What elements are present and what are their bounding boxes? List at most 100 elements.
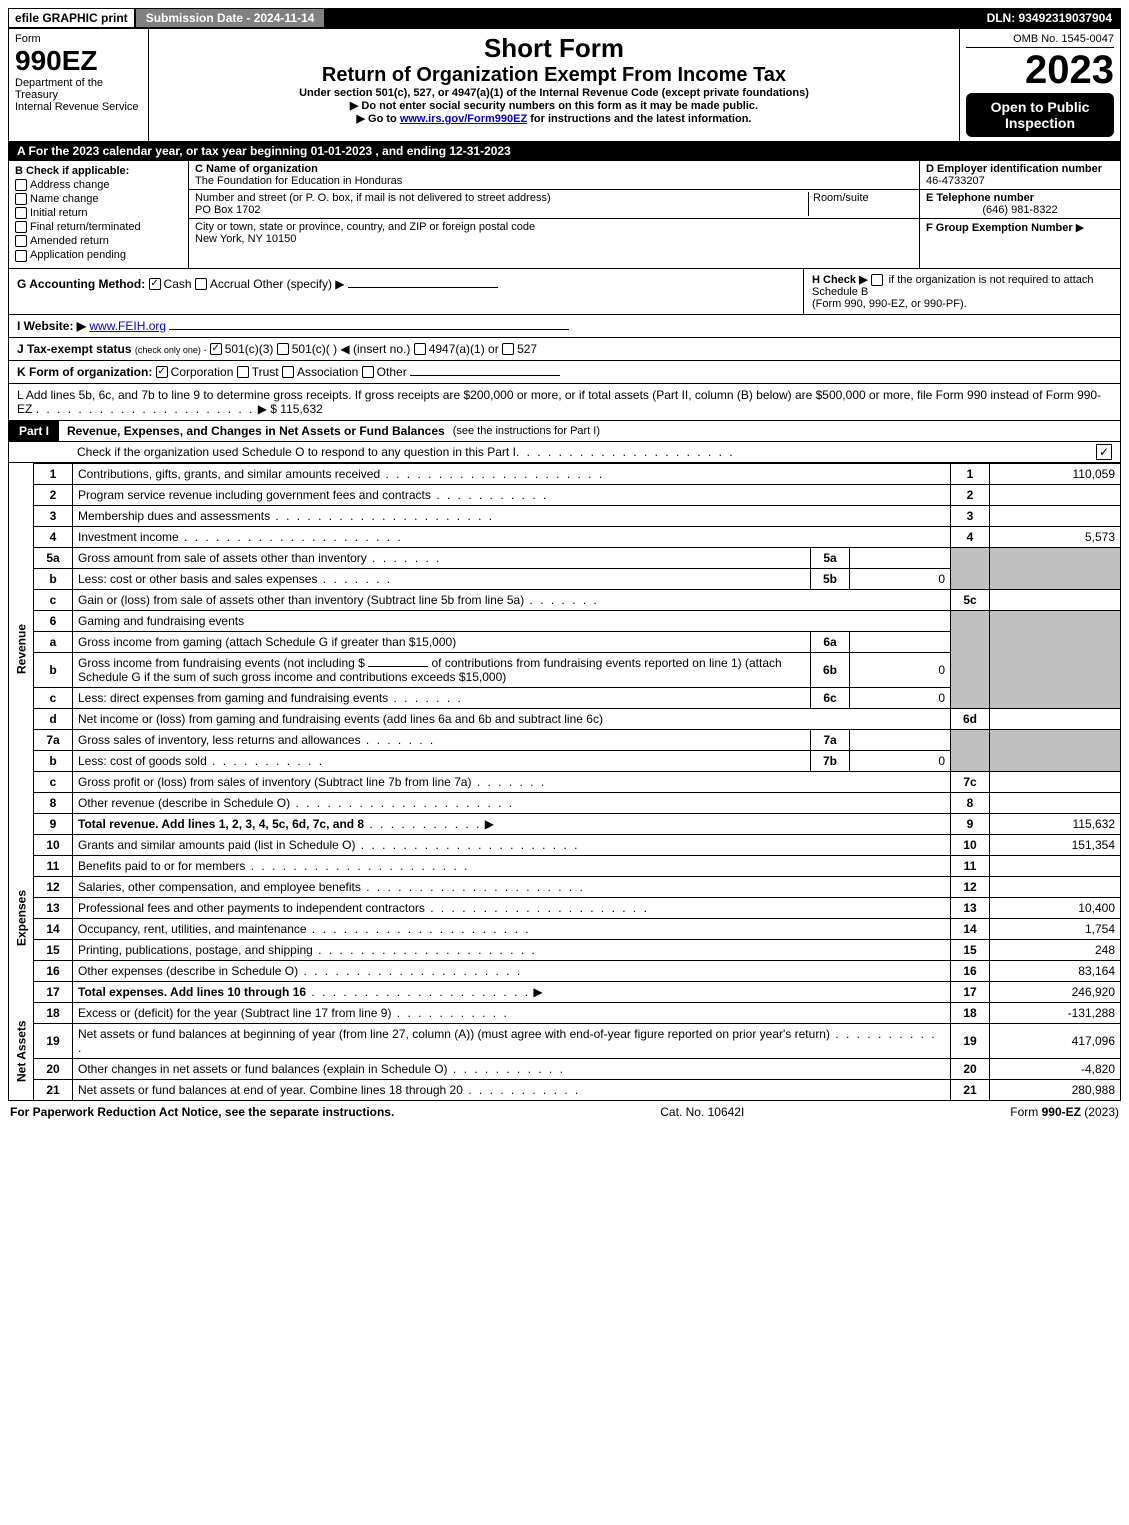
check-initial-return[interactable]: Initial return	[15, 207, 182, 219]
l-amount: $ 115,632	[270, 402, 323, 416]
section-l: L Add lines 5b, 6c, and 7b to line 9 to …	[8, 384, 1121, 421]
part1-note: (see the instructions for Part I)	[453, 425, 600, 437]
section-b-heading: B Check if applicable:	[15, 165, 182, 177]
goto-link[interactable]: www.irs.gov/Form990EZ	[400, 113, 527, 125]
line-text: Total revenue. Add lines 1, 2, 3, 4, 5c,…	[78, 817, 364, 831]
line-text: Occupancy, rent, utilities, and maintena…	[78, 922, 307, 936]
line-amount: 417,096	[990, 1023, 1121, 1058]
schedule-o-checkbox[interactable]: ✓	[1096, 444, 1112, 460]
line-text: Printing, publications, postage, and shi…	[78, 943, 313, 957]
line-amount: -131,288	[990, 1002, 1121, 1023]
form-label: Form	[15, 33, 142, 45]
omb-number: OMB No. 1545-0047	[966, 33, 1114, 48]
line-num: 1	[34, 463, 73, 484]
line-text: Other changes in net assets or fund bala…	[78, 1062, 448, 1076]
line-amount	[990, 505, 1121, 526]
line-amount: 83,164	[990, 960, 1121, 981]
top-bar: efile GRAPHIC print Submission Date - 20…	[8, 8, 1121, 28]
trust-checkbox[interactable]	[237, 366, 249, 378]
tax-exempt-label: J Tax-exempt status	[17, 342, 132, 356]
line-text: Excess or (deficit) for the year (Subtra…	[78, 1006, 391, 1020]
sub-value	[850, 631, 951, 652]
assoc-checkbox[interactable]	[282, 366, 294, 378]
line-amount	[990, 589, 1121, 610]
street-label: Number and street (or P. O. box, if mail…	[195, 192, 551, 204]
other-checkbox[interactable]	[362, 366, 374, 378]
part1-check-line: Check if the organization used Schedule …	[8, 442, 1121, 463]
line-text: Less: cost of goods sold	[78, 754, 207, 768]
501c3-checkbox[interactable]	[210, 343, 222, 355]
form-header: Form 990EZ Department of the Treasury In…	[8, 28, 1121, 142]
line-text: Other expenses (describe in Schedule O)	[78, 964, 298, 978]
accrual-checkbox[interactable]	[195, 278, 207, 290]
line-text: Gain or (loss) from sale of assets other…	[78, 593, 524, 607]
paperwork-notice: For Paperwork Reduction Act Notice, see …	[10, 1105, 394, 1119]
sub-value: 0	[850, 652, 951, 687]
corp-checkbox[interactable]	[156, 366, 168, 378]
part1-check-text: Check if the organization used Schedule …	[17, 445, 516, 459]
line-text: Membership dues and assessments	[78, 509, 270, 523]
line-text: Program service revenue including govern…	[78, 488, 431, 502]
part1-title: Revenue, Expenses, and Changes in Net As…	[59, 421, 453, 441]
form-ref: Form 990-EZ (2023)	[1010, 1105, 1119, 1119]
line-amount	[990, 876, 1121, 897]
irs-label: Internal Revenue Service	[15, 101, 142, 113]
check-application-pending[interactable]: Application pending	[15, 249, 182, 261]
dln-number: DLN: 93492319037904	[979, 9, 1120, 27]
line-text: Gross income from fundraising events (no…	[78, 656, 365, 670]
sub-value	[850, 729, 951, 750]
line-amount	[990, 855, 1121, 876]
line-amount	[990, 708, 1121, 729]
line-amount: 10,400	[990, 897, 1121, 918]
line-amount: 151,354	[990, 834, 1121, 855]
misc-lines: I Website: ▶ www.FEIH.org J Tax-exempt s…	[8, 315, 1121, 421]
4947-checkbox[interactable]	[414, 343, 426, 355]
form-title-block: Short Form Return of Organization Exempt…	[149, 29, 960, 141]
goto-post: for instructions and the latest informat…	[527, 113, 751, 125]
line-text: Gross profit or (loss) from sales of inv…	[78, 775, 471, 789]
check-final-return[interactable]: Final return/terminated	[15, 221, 182, 233]
goto-line: ▶ Go to www.irs.gov/Form990EZ for instru…	[155, 112, 953, 125]
check-amended-return[interactable]: Amended return	[15, 235, 182, 247]
check-name-change[interactable]: Name change	[15, 193, 182, 205]
website-label: I Website: ▶	[17, 319, 86, 333]
form-id-block: Form 990EZ Department of the Treasury In…	[9, 29, 149, 141]
line-text: Gross sales of inventory, less returns a…	[78, 733, 361, 747]
street-value: PO Box 1702	[195, 204, 260, 216]
part1-label: Part I	[9, 421, 59, 441]
line-text: Grants and similar amounts paid (list in…	[78, 838, 355, 852]
line-amount: 280,988	[990, 1079, 1121, 1100]
group-exemption-label: F Group Exemption Number	[926, 222, 1073, 234]
line-amount: 110,059	[990, 463, 1121, 484]
lines-table: Revenue 1 Contributions, gifts, grants, …	[8, 463, 1121, 1101]
527-checkbox[interactable]	[502, 343, 514, 355]
line-text: Gross income from gaming (attach Schedul…	[78, 635, 456, 649]
check-address-change[interactable]: Address change	[15, 179, 182, 191]
org-form-label: K Form of organization:	[17, 365, 152, 379]
open-public-badge: Open to Public Inspection	[966, 93, 1114, 137]
city-value: New York, NY 10150	[195, 233, 296, 245]
submission-date: Submission Date - 2024-11-14	[136, 9, 326, 27]
line-text: Net assets or fund balances at end of ye…	[78, 1083, 463, 1097]
ein-label: D Employer identification number	[926, 163, 1102, 175]
efile-label[interactable]: efile GRAPHIC print	[9, 9, 136, 27]
line-text: Benefits paid to or for members	[78, 859, 245, 873]
line-amount: 246,920	[990, 981, 1121, 1002]
line-text: Investment income	[78, 530, 179, 544]
501c-checkbox[interactable]	[277, 343, 289, 355]
dept-label: Department of the Treasury	[15, 77, 142, 101]
year-block: OMB No. 1545-0047 2023 Open to Public In…	[960, 29, 1120, 141]
line-text: Total expenses. Add lines 10 through 16	[78, 985, 306, 999]
line-ref: 1	[951, 463, 990, 484]
cash-checkbox[interactable]	[149, 278, 161, 290]
line-amount: 115,632	[990, 813, 1121, 834]
return-title: Return of Organization Exempt From Incom…	[155, 64, 953, 87]
line-amount	[990, 484, 1121, 505]
h-checkbox[interactable]	[871, 274, 883, 286]
line-text: Gross amount from sale of assets other t…	[78, 551, 367, 565]
org-name-label: C Name of organization	[195, 163, 318, 175]
website-link[interactable]: www.FEIH.org	[89, 319, 166, 333]
city-label: City or town, state or province, country…	[195, 221, 535, 233]
phone-label: E Telephone number	[926, 192, 1034, 204]
section-b: B Check if applicable: Address change Na…	[9, 161, 189, 268]
